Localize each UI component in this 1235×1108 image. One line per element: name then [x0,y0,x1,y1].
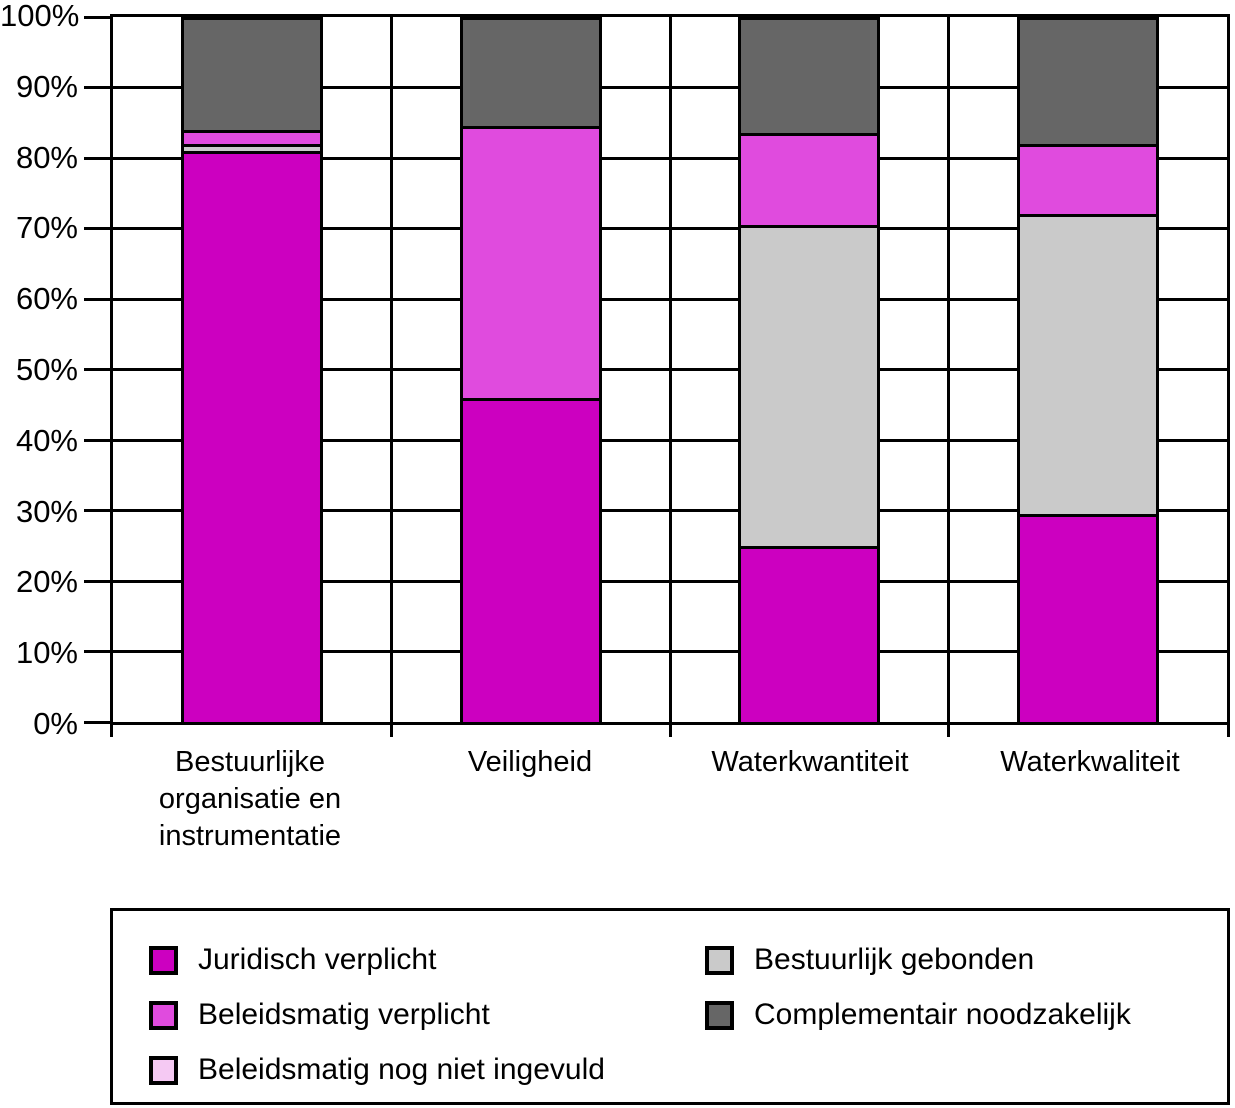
plot-area [84,14,1230,737]
legend-box: Juridisch verplicht Beleidsmatig verplich… [110,908,1230,1105]
y-axis-tick [84,86,113,89]
y-axis-tick [84,15,113,19]
bar-segment-juridisch-verplicht [181,150,324,722]
category-separator-line [668,17,672,722]
y-axis-tick-label: 90% [15,68,78,104]
bar-segment-juridisch-verplicht [738,545,881,722]
bar-segment-complementair-noodzakelijk [459,17,602,127]
legend-label: Beleidsmatig verplicht [198,998,490,1031]
legend-swatch-juridisch-verplicht [149,945,178,975]
bar-veiligheid [459,17,602,722]
x-axis-category-label: Waterkwaliteit [1000,746,1180,778]
bar-segment-juridisch-verplicht [459,397,602,722]
legend-label: Bestuurlijk gebonden [754,943,1035,976]
y-axis-tick-label: 40% [15,422,78,458]
bar-segment-juridisch-verplicht [1016,514,1159,722]
bar-bestuurlijke-organisatie-en-instrumentatie [181,17,324,722]
legend-swatch-bestuurlijk-gebonden [705,945,734,975]
bar-segment-bestuurlijk-gebonden [1016,214,1159,515]
y-axis-tick [84,579,113,583]
legend-label: Complementair noodzakelijk [754,998,1131,1031]
legend-label: Beleidsmatig nog niet ingevuld [198,1053,605,1086]
bar-segment-beleidsmatig-verplicht [459,126,602,398]
bar-segment-complementair-noodzakelijk [1016,17,1159,144]
y-axis-tick-label: 10% [15,635,78,671]
y-axis-tick-label: 30% [15,493,78,529]
y-axis-tick-label: 70% [15,210,78,246]
legend-item-beleidsmatig-nog-niet-ingevuld: Beleidsmatig nog niet ingevuld [149,1055,605,1085]
bar-segment-beleidsmatig-verplicht [738,133,881,225]
bar-segment-complementair-noodzakelijk [181,17,324,130]
bar-segment-bestuurlijk-gebonden [738,224,881,546]
y-axis-tick [84,438,113,442]
y-axis-tick-label: 20% [15,564,78,600]
y-axis-tick [84,650,113,653]
x-axis-tick [110,722,113,737]
x-axis-tick [668,722,672,737]
x-axis-tick [1227,722,1230,737]
legend-swatch-beleidsmatig-verplicht [149,1000,178,1030]
y-axis-tick [84,227,113,230]
y-axis-tick [84,720,113,724]
y-axis-tick-label: 0% [33,706,78,741]
x-axis-category-label: Veiligheid [467,746,593,778]
legend-label: Juridisch verplicht [198,943,437,976]
bar-segment-complementair-noodzakelijk [738,17,881,134]
legend-swatch-beleidsmatig-nog-niet-ingevuld [149,1055,178,1085]
x-axis-category-label: Bestuurlijke organisatie en instrumentat… [158,746,342,852]
y-axis-tick [84,368,113,371]
bar-waterkwaliteit [1016,17,1159,722]
x-axis-tick [947,722,950,737]
bar-segment-beleidsmatig-verplicht [181,129,324,144]
category-separator-line [947,17,950,722]
bar-segment-bestuurlijk-gebonden [181,143,324,151]
y-axis-tick-label: 50% [15,352,78,387]
legend-item-bestuurlijk-gebonden: Bestuurlijk gebonden [705,945,1034,975]
category-separator-line [390,17,393,722]
bar-waterkwantiteit [738,17,881,722]
legend-item-complementair-noodzakelijk: Complementair noodzakelijk [705,1000,1131,1030]
y-axis-tick [84,509,113,512]
legend-item-juridisch-verplicht: Juridisch verplicht [149,945,436,975]
y-axis-tick [84,297,113,301]
bar-segment-beleidsmatig-verplicht [1016,143,1159,215]
y-axis-tick-label: 80% [15,139,78,175]
x-axis-tick [390,722,393,737]
y-axis-tick-label: 60% [15,281,78,317]
x-axis-category-label: Waterkwantiteit [711,746,909,778]
y-axis-tick [84,156,113,160]
legend-swatch-complementair-noodzakelijk [705,1000,734,1030]
y-axis-tick-label: 100% [0,0,80,33]
legend-item-beleidsmatig-verplicht: Beleidsmatig verplicht [149,1000,490,1030]
